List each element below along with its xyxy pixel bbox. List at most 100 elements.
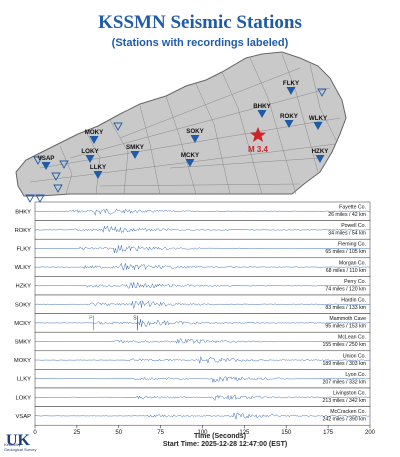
- trace-location: Fayette Co.: [339, 205, 366, 211]
- station-marker-icon: [284, 120, 294, 128]
- county-boundaries: [29, 53, 341, 195]
- trace-station-code: ROKY: [15, 228, 32, 234]
- trace-distance: 26 miles / 42 km: [328, 212, 366, 218]
- trace-location: Union Co.: [343, 353, 366, 359]
- unlabeled-station-icon: [113, 122, 123, 131]
- trace-distance: 74 miles / 120 km: [325, 286, 366, 292]
- unlabeled-station-icon: [51, 172, 61, 181]
- trace-station-code: WLKY: [15, 265, 32, 271]
- trace-location: Lyon Co.: [345, 372, 366, 378]
- kgs-logo-line1: Kentucky: [4, 442, 21, 447]
- station-marker-icon: [257, 110, 267, 118]
- x-axis-label: Time (Seconds): [194, 433, 246, 440]
- county-line: [165, 95, 197, 195]
- unlabeled-station-icon: [25, 194, 35, 203]
- station-marker-icon: [190, 135, 200, 143]
- station-label-loky: LOKY: [81, 148, 99, 155]
- station-marker-icon: [286, 87, 296, 95]
- kgs-logo-text: Kentucky Geological Survey: [4, 442, 37, 452]
- station-label-smky: SMKY: [126, 144, 145, 151]
- x-tick-label: 150: [281, 430, 292, 436]
- s-phase-label: S: [133, 316, 137, 322]
- x-tick-label: 0: [33, 430, 37, 436]
- station-marker-icon: [93, 171, 103, 179]
- trace-location: Hardin Co.: [341, 298, 366, 304]
- page-title: KSSMN Seismic Stations: [98, 12, 302, 33]
- x-tick-label: 75: [157, 430, 164, 436]
- trace-location: Fleming Co.: [338, 242, 366, 248]
- county-line: [139, 105, 161, 195]
- trace-distance: 155 miles / 250 km: [322, 342, 366, 348]
- station-marker-icon: [315, 155, 325, 163]
- kgs-logo-line2: Geological Survey: [4, 446, 37, 452]
- trace-location: Powell Co.: [341, 223, 366, 229]
- seismic-waveform: [35, 300, 370, 309]
- trace-station-code: BHKY: [15, 209, 31, 215]
- station-label-roky: ROKY: [280, 113, 299, 120]
- trace-distance: 207 miles / 332 km: [322, 379, 366, 385]
- station-label-moky: MOKY: [85, 129, 104, 136]
- x-tick-label: 25: [74, 430, 81, 436]
- trace-distance: 213 miles / 342 km: [322, 398, 366, 404]
- trace-distance: 95 miles / 153 km: [325, 324, 366, 330]
- trace-station-code: LLKY: [17, 377, 31, 383]
- trace-distance: 242 miles / 390 km: [322, 417, 366, 423]
- unlabeled-station-icon: [59, 160, 69, 169]
- trace-station-code: SMKY: [15, 340, 32, 346]
- trace-distance: 65 miles / 105 km: [325, 249, 366, 255]
- unlabeled-station-icon: [317, 88, 327, 97]
- station-marker-icon: [313, 122, 323, 130]
- seismogram-panel: BHKY Fayette Co.26 miles / 42 km ROKY Powel…: [14, 201, 376, 436]
- kentucky-state-shape: [15, 51, 347, 197]
- station-label-flky: FLKY: [283, 80, 300, 87]
- page-subtitle: (Stations with recordings labeled): [111, 37, 289, 49]
- trace-distance: 189 miles / 303 km: [322, 361, 366, 367]
- p-phase-label: P: [89, 316, 93, 322]
- county-line: [309, 63, 337, 141]
- svg-text:UK: UK: [6, 432, 31, 449]
- unlabeled-station-icon: [53, 184, 63, 193]
- trace-location: Morgan Co.: [339, 260, 366, 266]
- seismic-waveform: [35, 208, 370, 217]
- x-tick-label: 50: [115, 430, 122, 436]
- trace-station-code: MOKY: [14, 358, 31, 364]
- seismic-waveform: [34, 412, 370, 420]
- station-label-llky: LLKY: [90, 164, 107, 171]
- station-label-hzky: HZKY: [312, 148, 330, 155]
- seismic-waveform: [34, 262, 370, 271]
- seismic-waveform: [34, 376, 370, 384]
- seismic-waveform: [34, 225, 370, 234]
- trace-location: McLean Co.: [338, 335, 366, 341]
- trace-location: Livingston Co.: [333, 391, 366, 397]
- event-magnitude-label: M 3.4: [248, 145, 269, 154]
- county-line: [221, 71, 263, 195]
- start-time-label: Start Time: 2025-12-28 12:47:00 (EST): [162, 441, 288, 448]
- trace-station-code: MCKY: [14, 321, 31, 327]
- kentucky-station-map: FLKY BHKY ROKY WLKY MOKY SOKY SMKY LOKY MCKY HZKY…: [15, 51, 347, 203]
- station-label-vsap: VSAP: [38, 155, 55, 162]
- station-label-mcky: MCKY: [181, 152, 200, 159]
- unlabeled-station-icon: [33, 156, 43, 165]
- county-line: [29, 143, 337, 183]
- station-label-soky: SOKY: [186, 128, 204, 135]
- trace-station-code: LOKY: [16, 395, 32, 401]
- county-line: [69, 87, 331, 159]
- x-tick-label: 175: [323, 430, 334, 436]
- kgs-logo-icon: UK: [6, 432, 31, 449]
- epicenter-star-icon: [250, 127, 266, 142]
- station-marker-icon: [41, 162, 51, 170]
- station-marker-icon: [185, 159, 195, 167]
- station-marker-icon: [130, 151, 140, 159]
- trace-station-code: SOKY: [15, 302, 31, 308]
- county-line: [249, 57, 297, 195]
- station-label-wlky: WLKY: [309, 115, 328, 122]
- time-axis: 0 25 50 75 100 125 150 175 200: [33, 425, 376, 436]
- trace-location: Mammoth Cave: [329, 316, 366, 322]
- county-line: [119, 67, 301, 139]
- seismogram-rows: BHKY Fayette Co.26 miles / 42 km ROKY Powel…: [14, 201, 371, 426]
- x-tick-label: 200: [365, 430, 376, 436]
- county-line: [169, 157, 321, 169]
- seismic-waveform: [34, 337, 370, 344]
- trace-location: McCracken Co.: [330, 409, 366, 415]
- trace-distance: 34 miles / 54 km: [328, 231, 366, 237]
